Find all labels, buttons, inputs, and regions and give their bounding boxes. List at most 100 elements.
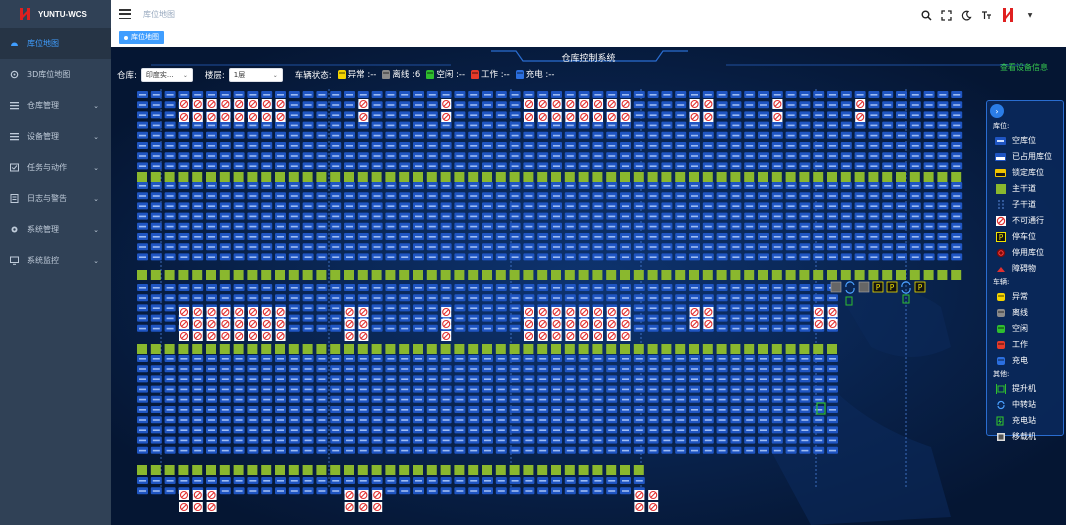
- slot-mark: [346, 256, 353, 258]
- slot-mark: [663, 358, 671, 360]
- slot-mark: [470, 378, 478, 380]
- slot-mark: [332, 429, 340, 431]
- slot-mark: [152, 398, 160, 401]
- slot-mark: [787, 94, 795, 96]
- avatar[interactable]: [1000, 6, 1016, 24]
- sidebar-item-3[interactable]: 设备管理 ⌄: [0, 121, 111, 152]
- no-entry-slash: [194, 101, 201, 107]
- slot-mark: [373, 195, 381, 197]
- slot-mark: [277, 449, 284, 452]
- font-size-icon[interactable]: [980, 9, 992, 21]
- tab-location-map[interactable]: 库位地图: [119, 31, 164, 44]
- slot-mark: [263, 490, 271, 492]
- sidebar-item-7[interactable]: 系统监控 ⌄: [0, 245, 111, 276]
- main-road-cell: [192, 344, 203, 354]
- slot-mark: [470, 114, 478, 116]
- slot-mark: [428, 124, 436, 127]
- slot-mark: [801, 307, 809, 309]
- slot-mark: [235, 246, 243, 248]
- slot-mark: [373, 155, 381, 157]
- floor-select[interactable]: 1层 ⌄: [228, 68, 283, 82]
- slot-mark: [346, 297, 353, 299]
- chevron-down-icon[interactable]: ▼: [1027, 11, 1033, 19]
- slot-mark: [622, 449, 629, 452]
- slot-mark: [290, 205, 298, 207]
- legend-label: 不可通行: [1012, 216, 1044, 225]
- main-road-cell: [385, 344, 396, 354]
- main-road-cell: [854, 270, 865, 280]
- slot-mark: [415, 225, 422, 228]
- main-road-cell: [592, 172, 603, 182]
- slot-mark: [235, 297, 243, 299]
- slot-mark: [925, 185, 933, 187]
- slot-mark: [511, 480, 519, 482]
- slot-mark: [152, 145, 160, 147]
- no-entry-slash: [236, 114, 243, 120]
- slot-mark: [415, 114, 422, 116]
- slot-mark: [263, 398, 271, 401]
- slot-mark: [373, 449, 381, 452]
- slot-mark: [760, 94, 767, 96]
- vehicle-icon: [995, 324, 1006, 334]
- slot-mark: [911, 134, 919, 137]
- app-logo[interactable]: YUNTU-WCS: [0, 0, 111, 28]
- sidebar-item-0[interactable]: 库位地图: [0, 28, 111, 59]
- slot-mark: [691, 358, 698, 360]
- slot-mark: [373, 134, 381, 137]
- slot-mark: [663, 134, 671, 137]
- slot-mark: [332, 145, 340, 147]
- legend-section-vehicle: 车辆:: [993, 278, 1010, 286]
- slot-mark: [511, 297, 519, 299]
- slot-mark: [277, 256, 284, 258]
- sidebar-item-6[interactable]: 系统管理 ⌄: [0, 214, 111, 245]
- no-entry-icon: [359, 307, 368, 317]
- slot-mark: [691, 317, 698, 320]
- slot-mark: [428, 225, 436, 228]
- breadcrumb[interactable]: 库位地图: [143, 9, 175, 19]
- slot-mark: [442, 480, 450, 482]
- slot-mark: [194, 225, 202, 228]
- vehicle-icon: [995, 356, 1006, 366]
- slot-mark: [939, 195, 947, 197]
- theme-toggle-icon[interactable]: [960, 9, 972, 21]
- slot-mark: [773, 409, 781, 411]
- main-road-cell: [661, 172, 672, 182]
- collapse-arrow-icon[interactable]: ›: [990, 104, 1004, 118]
- slot-mark: [787, 307, 795, 309]
- slot-mark: [194, 195, 202, 197]
- view-device-info-link[interactable]: 查看设备信息: [1000, 63, 1048, 72]
- warehouse-select[interactable]: 印度实... ⌄: [140, 68, 193, 82]
- main-road-cell: [799, 172, 810, 182]
- slot-mark: [304, 490, 312, 492]
- sidebar-item-4[interactable]: 任务与动作 ⌄: [0, 152, 111, 183]
- slot-mark: [194, 398, 202, 401]
- main-road-cell: [426, 344, 437, 354]
- slot-mark: [387, 398, 395, 401]
- slot-mark: [166, 317, 174, 320]
- slot-mark: [911, 94, 919, 96]
- slot-mark: [856, 195, 864, 197]
- fullscreen-icon[interactable]: [940, 9, 952, 21]
- slot-mark: [332, 490, 340, 492]
- slot-mark: [497, 378, 505, 380]
- slot-mark: [346, 205, 353, 207]
- sidebar-item-2[interactable]: 仓库管理 ⌄: [0, 90, 111, 121]
- slot-mark: [332, 358, 340, 360]
- slot-mark: [428, 246, 436, 248]
- slot-mark: [829, 104, 836, 106]
- no-entry-slash: [250, 309, 256, 315]
- slot-mark: [387, 145, 395, 147]
- slot-mark: [649, 358, 657, 360]
- hamburger-menu-icon[interactable]: [119, 8, 131, 20]
- slot-mark: [594, 388, 602, 391]
- slot-mark: [566, 94, 574, 96]
- slot-mark: [635, 297, 643, 299]
- slot-mark: [470, 490, 478, 492]
- sidebar-item-5[interactable]: 日志与警告 ⌄: [0, 183, 111, 214]
- sidebar-item-1[interactable]: 3D库位地图: [0, 59, 111, 90]
- slot-mark: [497, 449, 505, 452]
- search-icon[interactable]: [920, 9, 932, 21]
- slot-mark: [511, 449, 519, 452]
- slot-mark: [580, 124, 588, 127]
- slot-mark: [249, 225, 257, 228]
